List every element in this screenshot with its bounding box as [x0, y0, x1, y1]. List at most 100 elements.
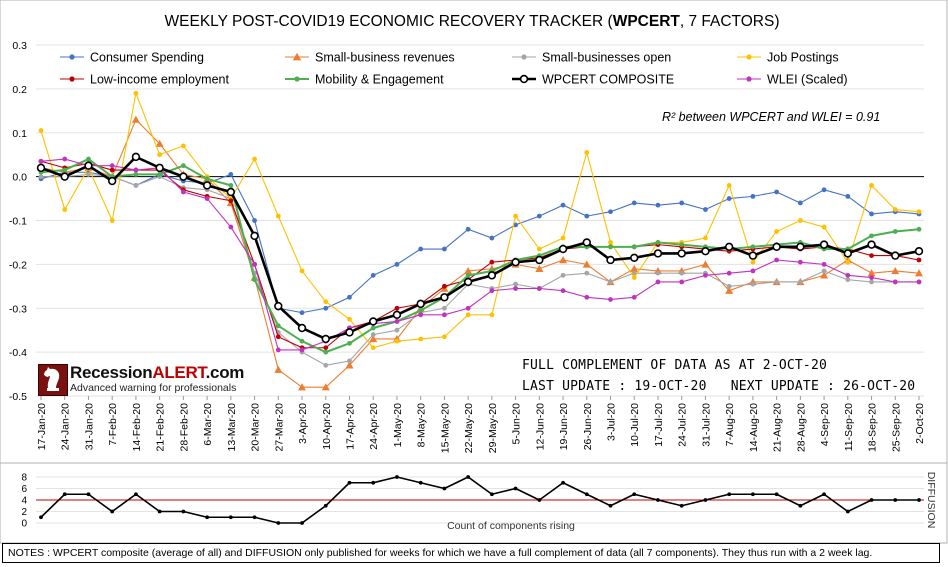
data-point	[867, 240, 876, 249]
data-point	[703, 235, 708, 241]
data-point	[394, 327, 400, 333]
data-point	[916, 257, 922, 263]
diffusion-point	[703, 498, 708, 502]
data-point	[133, 90, 139, 96]
logo-prefix: Recession	[70, 363, 153, 382]
data-point	[252, 261, 257, 267]
data-point	[109, 163, 115, 169]
data-point	[84, 161, 93, 170]
data-point	[180, 189, 186, 195]
diffusion-point	[727, 492, 732, 497]
legend-label: WLEI (Scaled)	[767, 73, 848, 87]
data-point	[914, 247, 924, 256]
data-point	[631, 270, 637, 276]
data-point	[820, 271, 829, 279]
data-point	[370, 325, 376, 331]
data-point	[299, 347, 305, 353]
diffusion-point	[537, 498, 542, 502]
data-point	[274, 365, 283, 373]
data-point	[869, 233, 874, 239]
series-wpcert-composite	[36, 152, 924, 344]
data-point	[275, 213, 281, 219]
data-point	[845, 277, 851, 283]
data-point	[131, 152, 141, 162]
data-point	[821, 224, 827, 230]
data-point	[38, 128, 44, 133]
diffusion-axis-title: DIFFUSION	[925, 472, 937, 529]
diffusion-point	[205, 515, 210, 520]
data-point	[36, 163, 46, 173]
data-point	[86, 156, 91, 162]
y-tick-label: -0.2	[9, 259, 27, 271]
diffusion-point	[181, 509, 186, 514]
diffusion-point	[774, 492, 779, 497]
data-point	[347, 294, 352, 300]
data-point	[394, 338, 400, 344]
data-point	[821, 268, 827, 274]
diffusion-point	[134, 492, 138, 497]
data-point	[843, 249, 853, 258]
data-point	[463, 277, 473, 287]
data-point	[608, 240, 613, 245]
data-point	[584, 270, 590, 276]
diffusion-point	[62, 492, 67, 497]
data-point	[631, 275, 637, 280]
legend-label: Low-income employment	[90, 73, 229, 87]
data-point	[131, 115, 140, 123]
data-point	[321, 383, 330, 391]
data-point	[442, 283, 447, 289]
data-point	[513, 286, 518, 291]
diffusion-series	[39, 475, 921, 525]
data-point	[442, 305, 447, 311]
data-point	[62, 167, 68, 173]
diffusion-point	[869, 498, 874, 502]
diffusion-point	[39, 515, 43, 520]
diffusion-point	[845, 509, 850, 514]
series-mobility-engagement	[38, 156, 922, 355]
data-point	[703, 272, 708, 278]
diffusion-tick-label: 6	[21, 484, 27, 495]
series-line	[40, 155, 920, 341]
data-point	[630, 264, 639, 272]
data-point	[892, 279, 898, 285]
data-point	[606, 255, 615, 265]
data-point	[582, 260, 591, 268]
logo-suffix: .com	[205, 363, 245, 382]
data-point	[345, 361, 354, 369]
data-point	[916, 209, 922, 215]
data-point	[109, 167, 115, 173]
data-point	[369, 317, 378, 326]
x-tick-label: 17-Apr-20	[344, 403, 356, 450]
data-point	[416, 299, 425, 309]
data-point	[821, 187, 827, 193]
data-point	[560, 235, 566, 241]
data-point	[726, 196, 732, 201]
data-point	[750, 193, 756, 199]
data-point	[915, 269, 923, 277]
diffusion-point	[489, 492, 494, 497]
data-point	[726, 183, 732, 188]
data-point	[252, 156, 257, 162]
data-point	[869, 183, 874, 188]
data-point	[774, 189, 780, 195]
data-point	[797, 218, 803, 223]
data-point	[370, 345, 376, 351]
main-y-axis: 0.3 0.2 0.1 0.0 -0.1 -0.2 -0.3 -0.4 -0.5	[9, 40, 27, 403]
data-point	[797, 279, 803, 285]
data-point	[298, 383, 307, 391]
data-point	[347, 316, 352, 322]
data-point	[465, 226, 471, 232]
data-point	[511, 257, 520, 267]
diffusion-point	[561, 480, 565, 485]
data-point	[60, 172, 69, 181]
data-point	[109, 218, 115, 223]
diffusion-tick-label: 8	[21, 473, 27, 484]
legend-item: Job Postings	[737, 51, 839, 65]
data-point	[155, 163, 164, 173]
data-point	[489, 288, 495, 294]
data-point	[62, 207, 68, 212]
data-point	[275, 323, 281, 329]
data-point	[38, 158, 44, 164]
data-point	[465, 305, 471, 311]
diffusion-point	[110, 509, 115, 514]
